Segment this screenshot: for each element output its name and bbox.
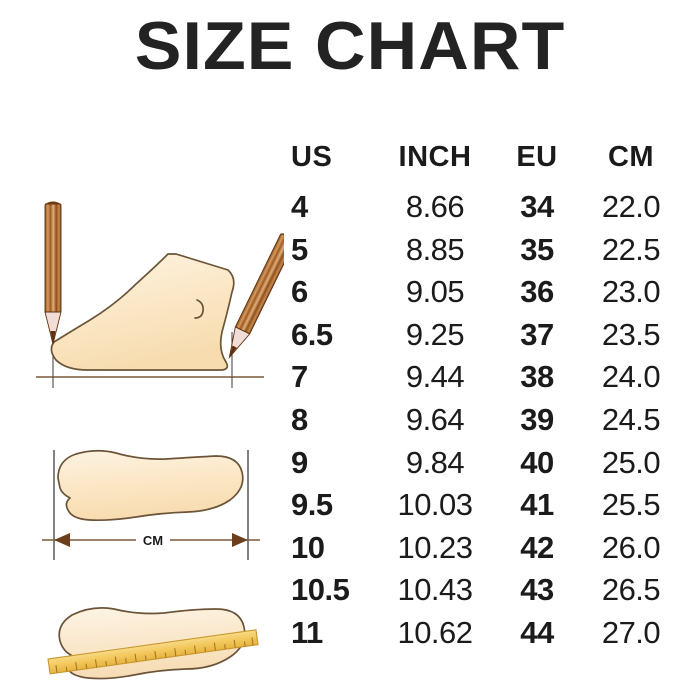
measuring-tape-icon [47,629,259,675]
cell-us: 9 [291,444,308,480]
footprint-cm-illustration: CM [18,420,284,570]
table-body: 4 8.66 34 22.0 5 8.85 35 22.5 6 9.05 36 23.0 6.5 9.25… [283,188,683,657]
cell-eu: 42 [520,529,554,565]
cell-eu: 43 [520,572,554,608]
cell-inch: 8.85 [405,231,465,267]
column-header-inch: INCH [398,141,472,173]
foot-side-view-illustration [18,192,284,392]
cell-inch: 8.66 [405,189,465,224]
cell-eu: 40 [520,444,554,480]
cell-cm: 22.5 [601,231,661,267]
table-row: 8 9.64 39 24.5 [283,401,683,444]
toe-pencil-icon [228,233,284,359]
column-header-us: US [291,141,333,173]
cell-us: 6.5 [291,316,333,352]
cell-eu: 36 [520,274,554,310]
column-header-eu: EU [516,141,558,173]
table-row: 7 9.44 38 24.0 [283,358,683,401]
cell-inch: 9.44 [405,359,465,395]
cell-cm: 24.5 [601,401,661,437]
column-header-cm: CM [607,141,655,173]
table-row: 9 9.84 40 25.0 [283,444,683,487]
cell-inch: 10.62 [397,614,473,650]
cell-cm: 26.0 [601,529,661,565]
cell-inch: 10.23 [397,529,473,565]
size-table: US INCH EU CM 4 8.66 34 22.0 5 8.85 35 22.5 6 9.0… [283,140,683,657]
cell-cm: 24.0 [601,359,661,395]
cell-eu: 44 [520,614,554,650]
table-header-row: US INCH EU CM [283,140,683,188]
cell-inch: 9.05 [405,274,465,310]
cell-cm: 25.5 [601,487,661,523]
cell-cm: 25.0 [601,444,661,480]
table-row: 6 9.05 36 23.0 [283,273,683,316]
cell-eu: 34 [520,189,554,224]
cell-inch: 9.25 [405,316,465,352]
footprint-sole-shape [57,449,244,522]
cell-us: 10.5 [291,572,350,608]
table-row: 9.5 10.03 41 25.5 [283,486,683,529]
cell-cm: 27.0 [601,614,661,650]
heel-pencil-icon [44,201,62,345]
cell-eu: 41 [520,487,554,523]
cell-us: 6 [291,274,308,310]
cell-us: 11 [291,614,323,650]
cell-us: 7 [291,359,308,395]
table-row: 10.5 10.43 43 26.5 [283,571,683,614]
table-row: 6.5 9.25 37 23.5 [283,316,683,359]
cell-cm: 23.0 [601,274,661,310]
foot-side-shape [50,253,235,371]
cm-arrow-left [54,533,70,547]
cm-arrow-right [232,533,248,547]
cell-eu: 38 [520,359,554,395]
table-row: 11 10.62 44 27.0 [283,614,683,657]
cell-inch: 9.84 [405,444,465,480]
page-title: SIZE CHART [134,8,566,84]
table-row: 4 8.66 34 22.0 [283,188,683,231]
cell-inch: 10.03 [397,487,473,523]
cell-us: 4 [291,189,308,224]
table-row: 5 8.85 35 22.5 [283,231,683,274]
table-row: 10 10.23 42 26.0 [283,529,683,572]
cell-cm: 26.5 [601,572,661,608]
cm-label-backdrop [136,530,170,550]
cell-us: 9.5 [291,487,333,523]
cell-inch: 9.64 [405,401,465,437]
ankle-detail [194,299,204,319]
cell-us: 5 [291,231,308,267]
cell-eu: 37 [520,316,554,352]
cell-eu: 35 [520,231,554,267]
cell-us: 8 [291,401,308,437]
cell-cm: 22.0 [601,189,661,224]
cell-us: 10 [291,529,325,565]
cm-dimension-label: CM [143,533,163,548]
cell-inch: 10.43 [397,572,473,608]
cell-cm: 23.5 [601,316,661,352]
footprint-tape-illustration [18,583,284,700]
cell-eu: 39 [520,401,554,437]
